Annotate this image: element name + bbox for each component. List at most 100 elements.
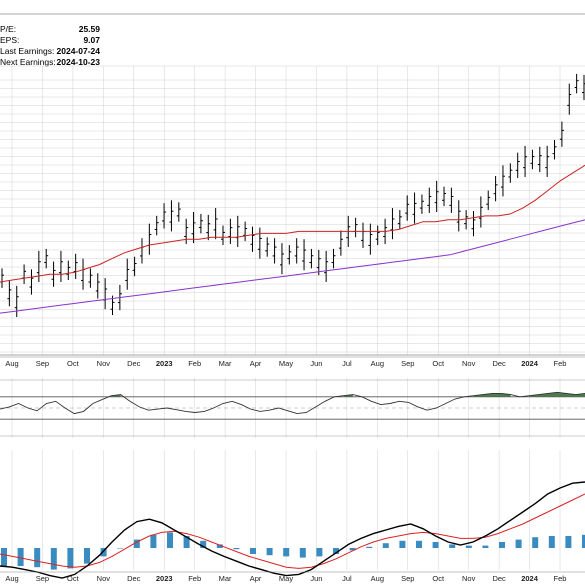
axis-tick-label-upper: Jun [310,359,322,368]
grid-layer [0,13,585,570]
macd-histogram-bar [150,534,157,548]
macd-signal-line [0,493,585,569]
axis-tick-label-upper: Aug [5,359,18,368]
axis-tick-label-lower: Jun [310,574,322,583]
macd-histogram-bar [432,542,439,548]
next-earnings-value: 2024-10-23 [56,57,100,67]
macd-histogram-bar [50,548,57,570]
macd-histogram-bar [67,548,74,569]
oscillator-overbought-fill [529,392,585,397]
macd-histogram-bar [100,548,107,557]
pe-label: P/E: [0,24,17,34]
pe-row: P/E: 25.59 [0,24,100,35]
axis-tick-label-lower: Apr [250,574,262,583]
oscillator-panel [0,379,585,437]
axis-tick-label-lower: Sep [401,574,414,583]
axis-tick-label-lower: Sep [36,574,49,583]
axis-tick-label-lower: Dec [127,574,141,583]
axis-tick-label-lower: 2024 [521,574,539,583]
macd-histogram-bar [117,548,124,549]
macd-histogram-bar [233,548,240,550]
macd-histogram-bar [366,546,373,548]
date-axes: Aug Sep Oct Nov Dec 2023 Feb Mar Apr May Jun Jul Aug… [0,356,585,583]
moving-average-long-line [0,219,585,314]
axis-tick-label-upper: Sep [36,359,49,368]
macd-histogram-bar [465,545,472,548]
axis-tick-label-upper: Aug [371,359,384,368]
oscillator-overbought-fill [473,393,511,397]
macd-histogram-bar [382,543,389,548]
moving-average-short-line [0,164,585,283]
axis-tick-label-upper: Feb [554,359,567,368]
axis-tick-label-upper: Oct [67,359,80,368]
macd-histogram-bar [250,548,256,554]
price-panel [0,73,585,317]
macd-histogram-bar [17,548,24,566]
macd-histogram-bar [167,532,173,548]
macd-histogram-bar [482,545,489,548]
macd-histogram-bar [34,548,41,568]
macd-histogram-bar [1,548,7,566]
axis-tick-label-lower: Aug [5,574,18,583]
axis-tick-label-upper: Dec [127,359,141,368]
macd-histogram-bar [499,542,505,548]
axis-tick-label-upper: 2024 [521,359,539,368]
axis-tick-label-upper: 2023 [156,359,173,368]
axis-tick-label-upper: Nov [97,359,111,368]
fundamentals-box: P/E: 25.59 EPS: 9.07 Last Earnings: 2024… [0,24,100,68]
macd-histogram-bar [216,544,223,548]
axis-tick-label-lower: Aug [371,574,384,583]
macd-histogram-bar [200,540,207,548]
axis-tick-label-upper: Nov [462,359,476,368]
macd-histogram-bar [183,536,190,548]
macd-histogram-bar [532,537,539,548]
macd-panel [0,481,585,579]
macd-histogram-bar [316,548,323,557]
macd-histogram-bar [416,540,422,548]
axis-tick-label-upper: Oct [432,359,445,368]
macd-histogram-bar [266,548,273,556]
macd-histogram-bar [399,540,406,548]
axis-tick-label-upper: Jul [342,359,352,368]
eps-label: EPS: [0,35,20,45]
axis-tick-label-lower: Jul [342,574,352,583]
macd-histogram-bar [333,548,339,554]
axis-tick-label-upper: Dec [492,359,506,368]
last-earnings-label: Last Earnings: [0,46,55,56]
macd-histogram-bar [548,536,555,548]
axis-tick-label-lower: 2023 [156,574,173,583]
macd-histogram-bar [515,539,522,548]
oscillator-line [0,391,585,415]
axis-tick-label-lower: Dec [492,574,506,583]
last-earnings-row: Last Earnings: 2024-07-24 [0,46,100,57]
axis-tick-label-lower: Feb [554,574,567,583]
axis-tick-label-lower: Nov [462,574,476,583]
axis-tick-label-upper: May [279,359,293,368]
macd-histogram-bar [565,536,572,548]
axis-tick-label-upper: Mar [219,359,232,368]
next-earnings-label: Next Earnings: [0,57,56,67]
axis-tick-label-lower: Nov [97,574,111,583]
eps-row: EPS: 9.07 [0,35,100,46]
axis-tick-label-lower: Feb [188,574,201,583]
macd-line [0,481,585,579]
macd-histogram-bar [283,548,290,557]
macd-histogram-bar [84,548,90,564]
macd-histogram-bar [449,544,456,548]
next-earnings-row: Next Earnings: 2024-10-23 [0,57,100,68]
axis-tick-label-lower: Oct [432,574,445,583]
axis-tick-label-upper: Sep [401,359,414,368]
axis-tick-label-upper: Apr [250,359,262,368]
axis-tick-label-lower: Mar [219,574,232,583]
pe-value: 25.59 [78,24,100,34]
axis-tick-label-lower: Oct [67,574,80,583]
eps-value: 9.07 [83,35,100,45]
macd-histogram-bar [133,539,140,548]
macd-histogram-bar [299,548,306,558]
axis-tick-label-lower: May [279,574,293,583]
axis-tick-label-upper: Feb [188,359,201,368]
last-earnings-value: 2024-07-24 [56,46,100,56]
macd-histogram-bar [349,548,356,551]
macd-histogram-bar [582,534,585,548]
